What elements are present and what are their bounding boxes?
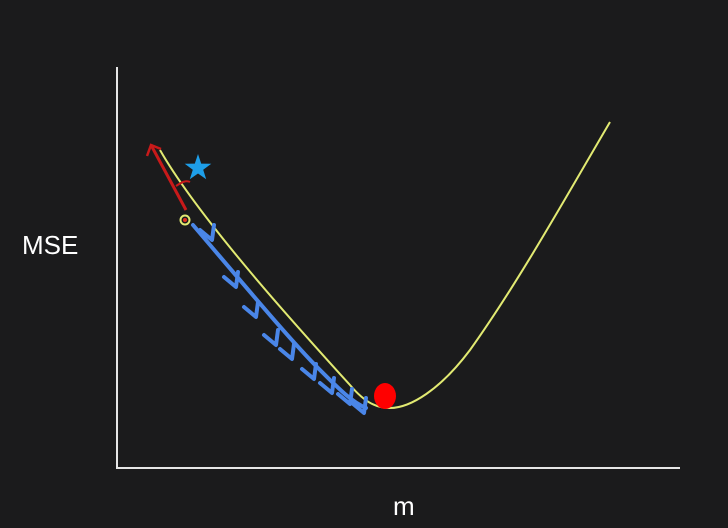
descent-path (191, 223, 368, 410)
filled-circle-icon (374, 383, 396, 409)
chevron-arrow-icon (300, 362, 318, 381)
position-marker (179, 214, 191, 226)
chevron-arrow-icon (278, 342, 296, 361)
chevron-arrow-icon (242, 300, 260, 319)
x-axis-label: m (393, 491, 415, 521)
chevron-arrow-icon (222, 270, 240, 289)
descent-step-markers (198, 223, 368, 415)
star-icon (184, 154, 212, 180)
chevron-arrow-icon (198, 223, 216, 242)
chevron-arrow-icon (262, 328, 280, 347)
slope-arrow (145, 143, 191, 211)
y-axis-label: MSE (22, 230, 79, 260)
chevron-arrow-icon (350, 396, 368, 415)
chevron-arrow-icon (336, 387, 354, 406)
loss-curve (159, 121, 611, 410)
chevron-arrow-icon (318, 376, 336, 395)
